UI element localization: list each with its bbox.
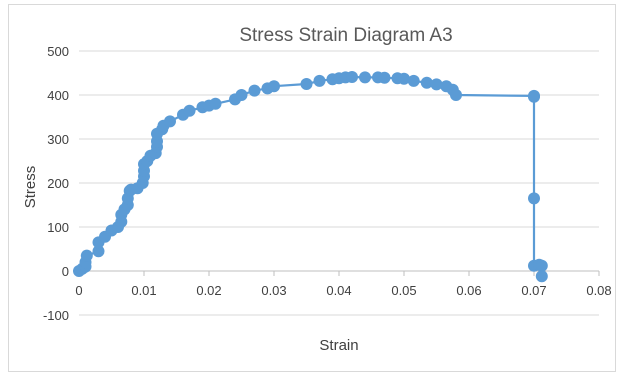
- y-tick-label: 0: [62, 264, 69, 279]
- x-tick-label: 0.04: [326, 283, 351, 298]
- chart-title: Stress Strain Diagram A3: [239, 25, 452, 46]
- data-point: [398, 72, 410, 85]
- x-axis-title: Strain: [319, 337, 358, 354]
- data-point: [430, 78, 443, 91]
- data-point: [420, 76, 433, 89]
- x-tick-label: 0.08: [586, 283, 611, 298]
- data-point: [92, 245, 105, 258]
- x-tick-label: 0.06: [456, 283, 481, 298]
- data-point: [378, 71, 391, 84]
- x-tick-label: 0: [75, 283, 82, 298]
- chart-svg: Stress Strain Diagram A3 -100 0 100 200 300 4…: [22, 25, 612, 354]
- x-tick-label: 0.07: [521, 283, 546, 298]
- y-tick-label: 100: [47, 220, 69, 235]
- data-point: [528, 192, 540, 205]
- data-point: [528, 90, 540, 103]
- data-point: [407, 74, 420, 87]
- data-point: [248, 84, 261, 97]
- data-point: [300, 78, 313, 90]
- data-point: [183, 104, 196, 117]
- data-point: [80, 249, 93, 262]
- data-point: [164, 115, 176, 128]
- data-point: [450, 89, 462, 101]
- data-point: [209, 97, 222, 110]
- y-tick-label: 300: [47, 132, 69, 147]
- data-point: [535, 270, 548, 283]
- y-tick-label: 500: [47, 44, 69, 59]
- chart-frame: Stress Strain Diagram A3 -100 0 100 200 300 4…: [8, 4, 616, 372]
- data-series: [73, 71, 548, 283]
- y-axis-title: Stress: [22, 166, 39, 209]
- data-point: [235, 89, 248, 101]
- y-tick-label: 200: [47, 176, 69, 191]
- data-point: [313, 74, 326, 87]
- data-point: [359, 71, 371, 84]
- gridlines: [79, 50, 599, 316]
- x-tick-label: 0.03: [261, 283, 286, 298]
- data-point: [268, 80, 280, 93]
- x-tick-label: 0.05: [391, 283, 416, 298]
- x-tick-label: 0.01: [131, 283, 156, 298]
- axes: -100 0 100 200 300 400 500 0 0.01 0.02 0.03 0.04 0.0…: [43, 44, 612, 323]
- y-tick-label: -100: [43, 308, 69, 323]
- y-tick-label: 400: [47, 88, 69, 103]
- data-point: [535, 259, 548, 272]
- x-tick-label: 0.02: [196, 283, 221, 298]
- data-point: [346, 71, 358, 83]
